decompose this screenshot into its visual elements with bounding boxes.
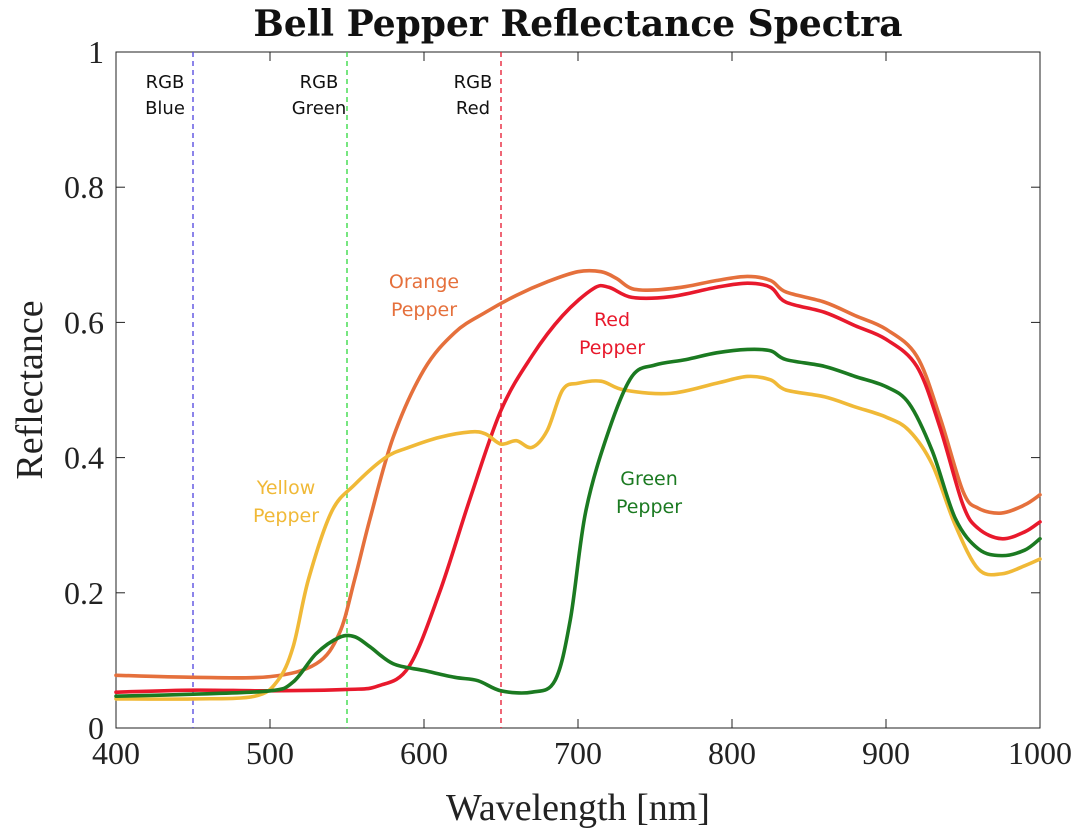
x-tick-label: 900 [862, 735, 910, 771]
x-tick-label: 800 [708, 735, 756, 771]
x-tick-label: 400 [92, 735, 140, 771]
rgb-reference-label: Blue [145, 98, 185, 119]
series-labels: Orange Pepper Red Pepper Yellow Pepper Green Pe… [253, 271, 682, 527]
plot-frame [115, 51, 1041, 729]
x-tick-label: 1000 [1008, 735, 1072, 771]
reference-line-labels: RGB Blue RGB Green RGB Red [145, 72, 492, 119]
y-tick-label: 0.4 [64, 440, 104, 476]
y-tick-label: 0.8 [64, 169, 104, 205]
y-tick-label: 0.6 [64, 304, 104, 340]
red-pepper-line [114, 281, 1042, 694]
red-pepper-label: Red [594, 309, 630, 331]
x-tick-label: 600 [400, 735, 448, 771]
yellow-pepper-line [114, 374, 1042, 701]
green-pepper-line [114, 347, 1042, 699]
green-pepper-label: Green [620, 468, 678, 490]
rgb-reference-label: RGB [146, 72, 185, 93]
x-axis-ticks: 400 500 600 700 800 900 1000 [92, 52, 1072, 771]
yellow-pepper-label: Pepper [253, 505, 319, 527]
yellow-pepper-label: Yellow [256, 477, 316, 499]
rgb-reference-label: Green [292, 98, 347, 119]
rgb-reference-label: Red [456, 98, 490, 119]
x-tick-label: 700 [554, 735, 602, 771]
chart-title: Bell Pepper Reflectance Spectra [253, 3, 902, 45]
y-axis-label: Reflectance [9, 300, 51, 479]
y-tick-label: 1 [88, 34, 104, 70]
rgb-reference-label: RGB [300, 72, 339, 93]
y-tick-label: 0 [88, 710, 104, 746]
x-tick-label: 500 [246, 735, 294, 771]
orange-pepper-line [114, 268, 1042, 680]
rgb-reference-label: RGB [454, 72, 493, 93]
y-axis-ticks: 0 0.2 0.4 0.6 0.8 1 [64, 34, 1040, 746]
reference-lines [192, 52, 502, 728]
red-pepper-label: Pepper [579, 337, 645, 359]
orange-pepper-label: Pepper [391, 299, 457, 321]
x-axis-label: Wavelength [nm] [446, 787, 710, 829]
series-lines [114, 268, 1042, 701]
orange-pepper-label: Orange [389, 271, 459, 293]
y-tick-label: 0.2 [64, 575, 104, 611]
plot-area: 400 500 600 700 800 900 1000 0 0.2 0.4 0.6 0.8 1 [64, 34, 1072, 771]
green-pepper-label: Pepper [616, 496, 682, 518]
